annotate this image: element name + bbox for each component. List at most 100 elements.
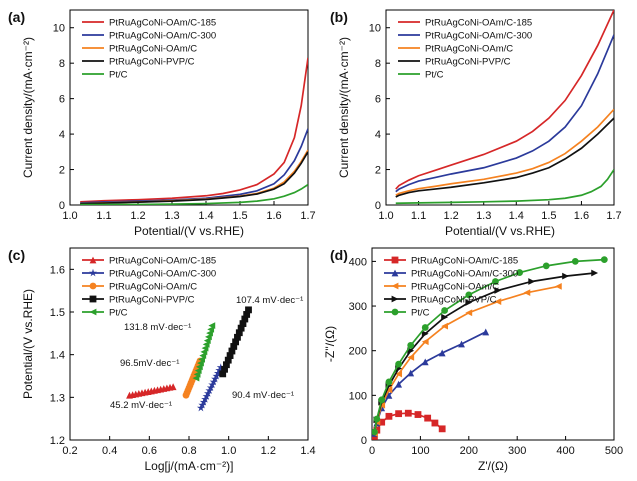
- x-axis-label: Z'/(Ω): [478, 459, 508, 473]
- panel-tag: (d): [330, 247, 348, 263]
- y-tick-label: 1.6: [50, 264, 65, 276]
- data-point: [385, 412, 393, 420]
- data-point: [562, 272, 569, 280]
- legend-entry: Pt/C: [425, 70, 444, 81]
- data-point: [465, 299, 473, 306]
- legend-entry: PtRuAgCoNi-OAm/C-300: [109, 269, 216, 280]
- x-tick-label: 0.4: [102, 445, 117, 457]
- data-point: [465, 309, 473, 317]
- x-tick-label: 0: [369, 445, 375, 457]
- data-point: [414, 411, 422, 418]
- data-point: [395, 380, 403, 388]
- data-point: [421, 338, 429, 346]
- plot-frame: [69, 9, 309, 206]
- data-point: [201, 344, 209, 352]
- x-tick-label: 0.2: [62, 445, 77, 457]
- legend-marker: [391, 282, 399, 290]
- data-point: [395, 370, 403, 378]
- data-point: [207, 326, 215, 333]
- series-line: [395, 108, 614, 196]
- legend-entry: Pt/C: [411, 308, 430, 319]
- x-axis-label: Log[j/(mA·cm⁻²)]: [144, 459, 233, 473]
- legend-entry: PtRuAgCoNi-OAm/C: [411, 282, 499, 293]
- legend-marker: [89, 308, 97, 316]
- data-point: [441, 322, 448, 330]
- y-tick-label: 4: [375, 129, 381, 141]
- data-point: [195, 363, 203, 371]
- data-point: [194, 367, 202, 375]
- data-point: [224, 356, 232, 364]
- slope-annotation: 45.2 mV·dec⁻¹: [110, 400, 172, 411]
- data-point: [494, 287, 502, 294]
- data-point: [239, 320, 247, 327]
- series-line: [80, 183, 308, 205]
- y-tick-label: 400: [349, 256, 367, 268]
- series-group: [395, 10, 614, 205]
- data-point: [235, 329, 243, 337]
- data-point: [591, 269, 599, 277]
- data-point: [202, 340, 210, 348]
- legend-entry: Pt/C: [109, 308, 128, 319]
- x-tick-label: 1.1: [96, 210, 111, 222]
- legend-entry: PtRuAgCoNi-OAm/C-300: [425, 31, 532, 42]
- series-line: [395, 117, 614, 198]
- data-point: [245, 306, 252, 314]
- plot-frame: [385, 9, 615, 206]
- y-tick-label: 0: [361, 435, 367, 447]
- data-point: [219, 370, 227, 378]
- x-tick-label: 1.0: [221, 445, 236, 457]
- series-line: [395, 169, 614, 205]
- data-point: [482, 328, 490, 336]
- x-tick-label: 1.2: [261, 445, 276, 457]
- y-axis-label: -Z''/(Ω): [323, 326, 337, 362]
- data-point: [441, 307, 448, 314]
- data-point: [169, 383, 177, 391]
- data-point: [237, 324, 245, 332]
- data-point: [200, 348, 208, 356]
- y-tick-label: 0: [375, 200, 381, 212]
- y-tick-label: 6: [375, 94, 381, 106]
- x-tick-label: 1.4: [198, 210, 213, 222]
- slope-annotation: 107.4 mV·dec⁻¹: [236, 295, 303, 306]
- data-point: [197, 359, 204, 367]
- data-point: [395, 360, 403, 368]
- x-tick-label: 1.2: [443, 210, 458, 222]
- y-tick-label: 1.2: [50, 435, 65, 447]
- data-point: [385, 391, 393, 399]
- x-tick-label: 1.4: [509, 210, 524, 222]
- chart-panel-3: 0.2 0.4 0.6 0.8 1.0 1.2 1.4 1.2 1.3 1.4 1.5 1.6 Log[…: [8, 247, 316, 473]
- data-point: [438, 425, 446, 433]
- data-point: [192, 374, 200, 382]
- x-tick-label: 1.5: [541, 210, 556, 222]
- data-point: [421, 324, 429, 331]
- data-point: [516, 269, 524, 276]
- data-point: [378, 396, 386, 404]
- legend-marker: [391, 269, 399, 277]
- data-point: [234, 333, 241, 341]
- data-point: [431, 419, 439, 427]
- legend-entry: Pt/C: [109, 70, 128, 81]
- chart-panel-2: 1.0 1.1 1.2 1.3 1.4 1.5 1.6 1.7 0 2 4 6 8 10 Potential…: [330, 9, 622, 238]
- series-line: [80, 151, 308, 205]
- y-tick-label: 1.5: [50, 307, 65, 319]
- data-point: [193, 370, 201, 378]
- legend-entry: PtRuAgCoNi-PVP/C: [109, 295, 195, 306]
- y-tick-label: 8: [59, 58, 65, 70]
- legend-entry: PtRuAgCoNi-OAm/C-300: [411, 269, 518, 280]
- legend: PtRuAgCoNi-OAm/C-185 PtRuAgCoNi-OAm/C-300…: [398, 18, 532, 81]
- legend-entry: PtRuAgCoNi-OAm/C: [109, 44, 197, 55]
- legend-entry: PtRuAgCoNi-PVP/C: [411, 295, 497, 306]
- data-point: [528, 278, 536, 285]
- x-tick-label: 200: [460, 445, 478, 457]
- data-point: [243, 311, 251, 318]
- x-tick-label: 100: [411, 445, 429, 457]
- panel-tag: (a): [8, 9, 25, 25]
- x-tick-label: 1.0: [378, 210, 393, 222]
- x-tick-label: 1.7: [300, 210, 315, 222]
- data-point: [226, 352, 234, 359]
- series-group: [126, 306, 252, 412]
- data-point: [404, 409, 412, 417]
- x-axis-label: Potential/(V vs.RHE): [134, 224, 244, 238]
- data-point: [441, 313, 448, 321]
